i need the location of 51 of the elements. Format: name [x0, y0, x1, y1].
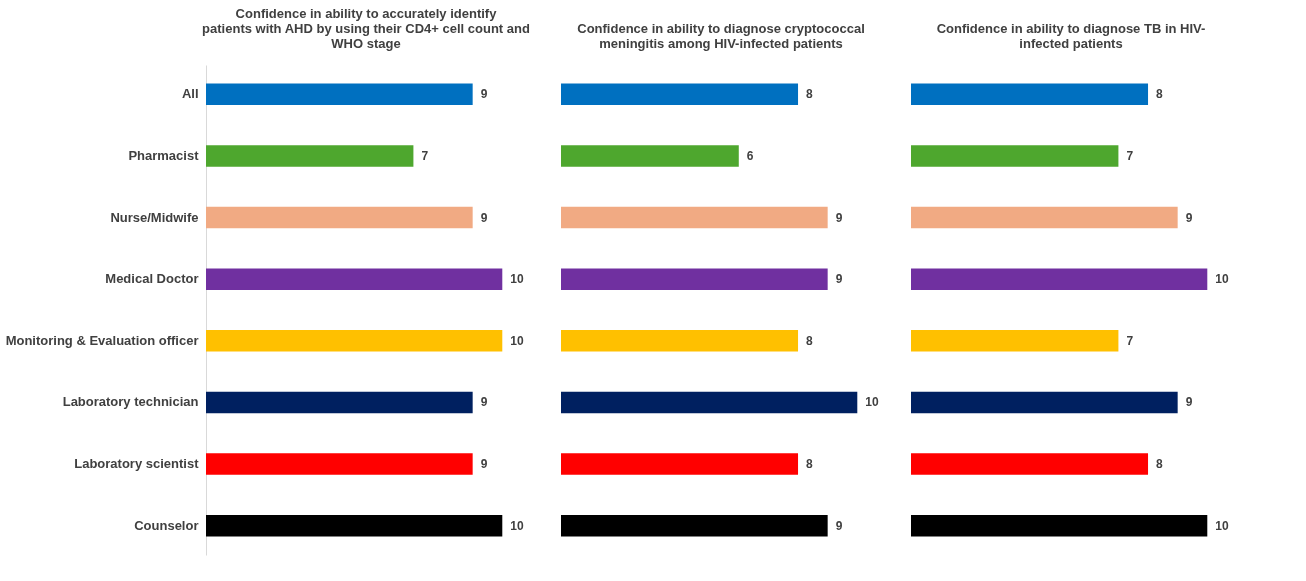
bar [911, 83, 1149, 106]
chart-title: Confidence in ability to diagnose cryptococcal meningitis among HIV-infected patients [577, 21, 865, 51]
data-label: 10 [510, 272, 524, 287]
data-label: 9 [480, 87, 488, 102]
y-tick-label: All [181, 86, 199, 102]
bar [561, 514, 828, 537]
y-tick-label: Laboratory scientist [74, 456, 200, 472]
bar [561, 145, 739, 167]
bar [911, 268, 1208, 290]
bar [911, 391, 1178, 414]
data-label: 8 [1156, 457, 1164, 472]
data-label: 10 [510, 518, 524, 533]
y-tick-label: Laboratory technician [62, 394, 199, 410]
bar [911, 514, 1208, 537]
data-label: 9 [480, 457, 488, 472]
data-label: 7 [421, 148, 429, 163]
data-label: 10 [510, 333, 524, 348]
bar [911, 330, 1119, 352]
data-label: 8 [1156, 87, 1164, 102]
bar [561, 453, 799, 475]
data-label: 10 [1215, 272, 1229, 287]
bar [561, 330, 799, 352]
data-label: 9 [1185, 210, 1193, 225]
data-label: 8 [806, 87, 814, 102]
y-tick-label: Nurse/Midwife [110, 209, 199, 225]
data-label: 8 [806, 457, 814, 472]
bar [561, 391, 858, 414]
data-label: 9 [480, 210, 488, 225]
y-tick-label: Monitoring & Evaluation officer [5, 332, 199, 348]
data-label: 9 [835, 210, 843, 225]
chart-title: Confidence in ability to diagnose TB in HIV-infected patients [936, 21, 1206, 51]
data-label: 7 [1126, 333, 1134, 348]
data-label: 9 [1185, 395, 1193, 410]
data-label: 9 [480, 395, 488, 410]
bar [561, 83, 799, 106]
y-tick-label: Counselor [134, 517, 199, 533]
bar [561, 206, 828, 229]
data-label: 9 [835, 272, 843, 287]
data-label: 10 [865, 395, 879, 410]
data-label: 6 [746, 148, 754, 163]
bar [911, 145, 1119, 167]
y-tick-label: Medical Doctor [105, 271, 199, 287]
data-label: 7 [1126, 148, 1134, 163]
bar [911, 206, 1178, 229]
bar [561, 268, 828, 290]
y-tick-label: Pharmacist [128, 147, 200, 163]
bar [911, 453, 1149, 475]
data-label: 8 [806, 333, 814, 348]
data-label: 10 [1215, 518, 1229, 533]
chart-title: Confidence in ability to accurately identify patients with AHD by using their CD4+ cell count and WHO stage [202, 6, 530, 51]
data-label: 9 [835, 518, 843, 533]
